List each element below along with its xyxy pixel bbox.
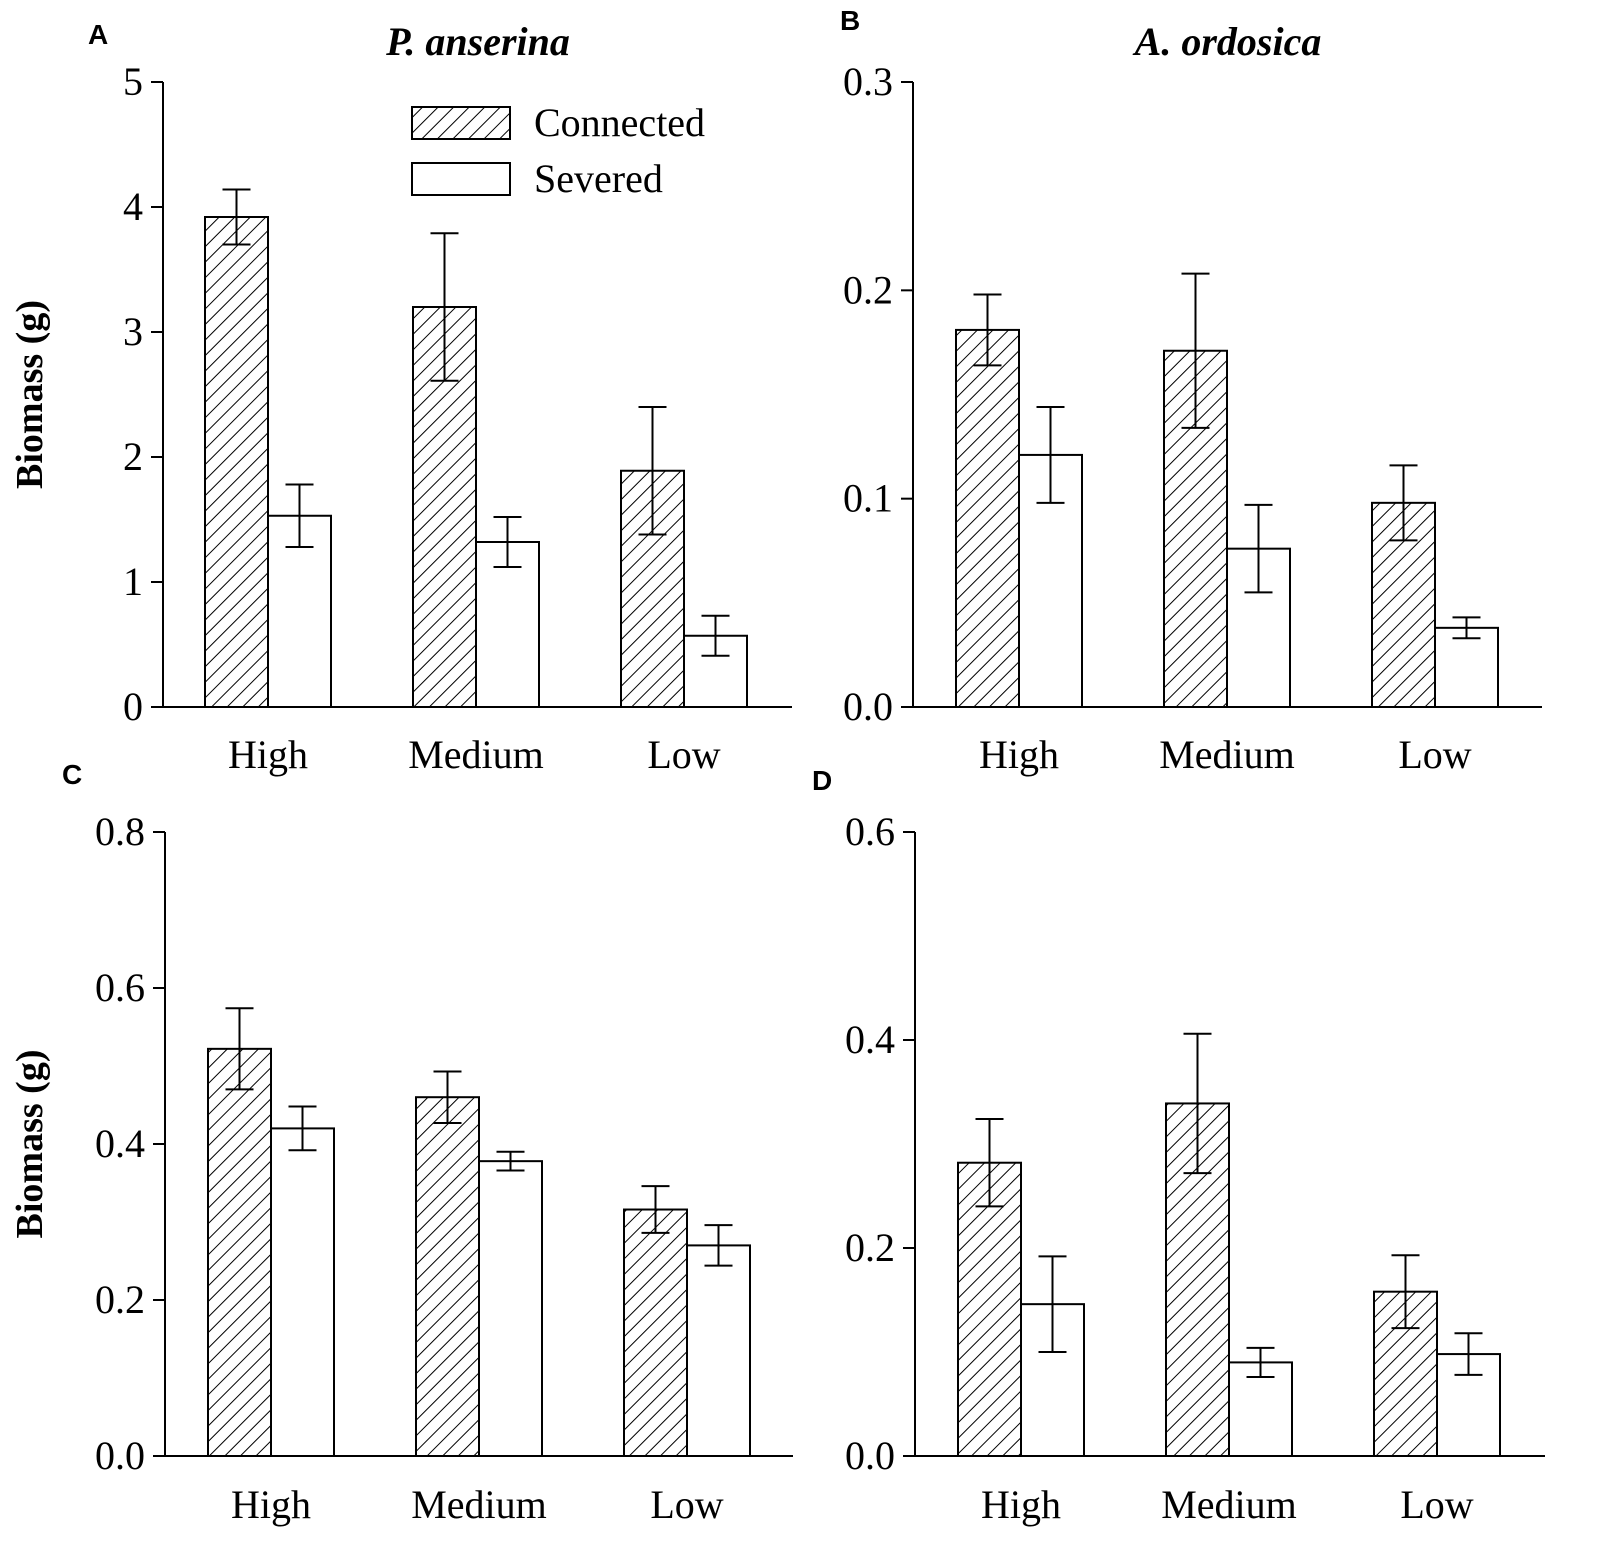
panel-letter: A — [88, 19, 108, 50]
y-tick-label: 0.6 — [845, 809, 895, 854]
panel-letter: D — [812, 765, 832, 796]
y-tick-label: 0.2 — [843, 267, 893, 312]
panels: A P. anserina Biomass (g) 0 1 2 3 4 5 High Medium L… — [9, 5, 1545, 1527]
y-tick-label: 1 — [123, 559, 143, 604]
panel-b: B A. ordosica 0.0 0.1 0.2 0.3 High Medium Low — [840, 5, 1542, 777]
y-tick-label: 0.0 — [95, 1433, 145, 1478]
y-tick-label: 0.1 — [843, 476, 893, 521]
legend: Connected Severed — [411, 100, 705, 201]
x-tick-label-medium: Medium — [1161, 1482, 1297, 1527]
x-tick-label-low: Low — [647, 732, 720, 777]
bar-connected-high — [955, 328, 1020, 708]
x-tick-label-high: High — [228, 732, 308, 777]
legend-swatch-connected — [411, 106, 511, 140]
y-tick-label: 0.4 — [95, 1121, 145, 1166]
panel-c: C Biomass (g) 0.0 0.2 0.4 0.6 0.8 High Medium Low — [9, 759, 793, 1527]
y-tick-label: 0.6 — [95, 965, 145, 1010]
bar-severed-low — [686, 1244, 751, 1458]
y-tick-label: 0.0 — [843, 684, 893, 729]
bar-connected-high — [204, 216, 269, 708]
y-tick-label: 4 — [123, 184, 143, 229]
bar-severed-high — [270, 1127, 335, 1458]
panel-a: A P. anserina Biomass (g) 0 1 2 3 4 5 High Medium L… — [9, 19, 792, 777]
legend-label-severed: Severed — [534, 156, 663, 201]
y-tick-label: 0.2 — [845, 1225, 895, 1270]
panel-d: D 0.0 0.2 0.4 0.6 High Medium Low — [812, 765, 1545, 1527]
y-axis-label: Biomass (g) — [9, 1050, 51, 1239]
y-tick-label: 0.8 — [95, 809, 145, 854]
y-tick-label: 0.2 — [95, 1277, 145, 1322]
x-tick-label-medium: Medium — [411, 1482, 547, 1527]
y-tick-label: 3 — [123, 309, 143, 354]
x-tick-label-low: Low — [1400, 1482, 1473, 1527]
bar-severed-high — [267, 514, 332, 708]
panel-title: A. ordosica — [1132, 19, 1322, 64]
x-tick-label-low: Low — [1398, 732, 1471, 777]
legend-swatch-severed — [411, 162, 511, 196]
panel-letter: C — [62, 759, 82, 790]
y-tick-label: 0 — [123, 684, 143, 729]
bar-severed-medium — [1228, 1361, 1293, 1458]
bar-severed-medium — [478, 1160, 543, 1458]
x-tick-label-low: Low — [650, 1482, 723, 1527]
panel-letter: B — [840, 5, 860, 36]
y-tick-label: 0.4 — [845, 1017, 895, 1062]
bar-severed-medium — [475, 541, 540, 708]
y-tick-label: 2 — [123, 434, 143, 479]
panel-title: P. anserina — [385, 19, 570, 64]
y-tick-label: 0.3 — [843, 59, 893, 104]
bar-connected-high — [957, 1161, 1022, 1457]
x-tick-label-high: High — [981, 1482, 1061, 1527]
y-tick-label: 0.0 — [845, 1433, 895, 1478]
y-axis-label: Biomass (g) — [9, 300, 51, 489]
bar-connected-medium — [415, 1096, 480, 1457]
x-tick-label-high: High — [979, 732, 1059, 777]
x-tick-label-medium: Medium — [408, 732, 544, 777]
x-tick-label-medium: Medium — [1159, 732, 1295, 777]
bar-connected-high — [207, 1047, 272, 1457]
bar-severed-low — [1434, 626, 1499, 708]
bar-severed-low — [1436, 1353, 1501, 1457]
x-tick-label-high: High — [231, 1482, 311, 1527]
bar-connected-low — [623, 1208, 688, 1458]
y-tick-label: 5 — [123, 59, 143, 104]
legend-label-connected: Connected — [534, 100, 705, 145]
